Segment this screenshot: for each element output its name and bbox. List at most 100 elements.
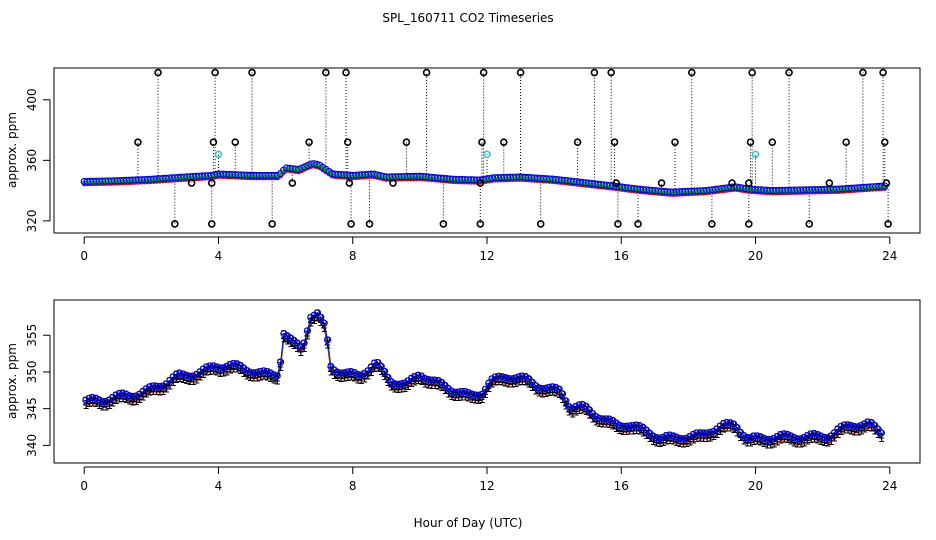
- series-marker-2: 2: [492, 371, 500, 385]
- series-marker-1: 1: [606, 417, 614, 431]
- series-marker-1: 1: [448, 389, 456, 403]
- outlier-point: [422, 68, 431, 77]
- series-marker-2: 2: [142, 383, 150, 397]
- series-marker-1: 1: [132, 394, 140, 408]
- series-marker-3: [461, 387, 469, 396]
- series-marker-3: [810, 430, 818, 438]
- series-marker-1: 1: [763, 437, 771, 451]
- bottom-y-axis-label: approx. ppm: [5, 343, 19, 419]
- series-marker-1: 1: [663, 434, 671, 448]
- series-marker-2: 2: [139, 386, 147, 400]
- outlier-point: [209, 138, 218, 146]
- series-marker-3: [431, 376, 439, 384]
- series-marker-1: 1: [646, 431, 654, 445]
- series-marker-1: 1: [656, 436, 664, 450]
- series-marker-2: 2: [559, 388, 567, 402]
- series-marker-1: 1: [629, 423, 637, 437]
- series-marker-2: 2: [106, 395, 114, 409]
- series-marker-1: 1: [337, 371, 345, 385]
- series-marker-1: 1: [851, 425, 859, 439]
- outlier-point: [478, 138, 486, 146]
- series-marker-1: 1: [542, 386, 550, 400]
- series-marker-1: 1: [109, 395, 117, 409]
- series-marker-2: 2: [619, 421, 627, 435]
- series-marker-1: 1: [787, 434, 795, 448]
- series-marker-3: [693, 429, 701, 437]
- series-marker-1: 1: [216, 366, 224, 380]
- series-marker-1: 1: [492, 375, 500, 389]
- series-marker-1: 1: [421, 376, 429, 390]
- x-tick-label: 12: [479, 479, 494, 493]
- series-marker-1: 1: [287, 336, 295, 350]
- series-marker-1: 1: [814, 432, 822, 446]
- series-marker-1: 1: [270, 373, 278, 387]
- series-marker-3: [632, 421, 640, 429]
- series-marker-1: 1: [300, 341, 308, 355]
- series-marker-3: [246, 368, 254, 376]
- series-marker-3: [216, 364, 224, 372]
- outlier-point: [842, 138, 850, 146]
- series-marker-1: 1: [602, 417, 610, 431]
- series-marker-3: [156, 382, 164, 391]
- outlier-point: [342, 68, 350, 77]
- series-marker-2: 2: [327, 361, 335, 375]
- series-marker-3: [481, 385, 489, 393]
- series-marker-1: 1: [267, 371, 275, 385]
- outlier-point: [288, 179, 297, 187]
- series-marker-2: 2: [341, 367, 349, 381]
- series-marker-2: 2: [200, 363, 208, 377]
- series-marker-3: [451, 388, 459, 396]
- series-marker-1: 1: [518, 374, 526, 388]
- series-marker-1: 1: [743, 435, 751, 449]
- series-marker-3: [226, 361, 234, 369]
- series-marker-1: 1: [193, 372, 201, 386]
- series-marker-3: [538, 385, 546, 393]
- series-marker-3: [558, 390, 567, 398]
- series-marker-3: [723, 418, 731, 427]
- series-marker-2: 2: [794, 433, 802, 447]
- series-marker-1: 1: [277, 360, 285, 374]
- series-marker-2: 2: [193, 369, 201, 383]
- series-marker-3: [555, 385, 563, 393]
- series-marker-3: [424, 375, 432, 384]
- series-marker-1: 1: [552, 385, 560, 399]
- series-marker-3: [595, 414, 604, 422]
- series-marker-1: 1: [804, 433, 812, 447]
- y-tick-label: 345: [25, 397, 39, 420]
- series-marker-3: [337, 369, 345, 377]
- series-marker-2: 2: [703, 428, 711, 442]
- outlier-point: [708, 220, 716, 228]
- series-marker-2: 2: [169, 371, 177, 385]
- series-marker-1: 1: [612, 421, 620, 435]
- series-marker-2: 2: [572, 401, 580, 415]
- outlier-point: [476, 179, 485, 187]
- outlier-point: [805, 220, 814, 228]
- series-marker-1: 1: [485, 381, 493, 395]
- outlier-point: [439, 220, 448, 228]
- series-marker-1: 1: [864, 420, 872, 434]
- series-marker-1: 1: [391, 382, 399, 396]
- series-marker-2: 2: [575, 399, 583, 413]
- top-panel: 0 4 8 12 16 20 24 320 360 400 approx. ppm: [5, 67, 921, 263]
- series-marker-3: [313, 309, 322, 317]
- series-marker-3: [508, 375, 516, 383]
- outlier-point: [365, 220, 374, 228]
- series-marker-2: 2: [878, 428, 886, 442]
- series-marker-1: 1: [126, 394, 134, 408]
- series-marker-1: 1: [435, 378, 443, 392]
- series-marker-1: 1: [351, 370, 359, 384]
- series-marker-3: [673, 433, 681, 441]
- series-marker-3: [377, 362, 385, 370]
- series-marker-1: 1: [455, 390, 463, 404]
- x-tick-label: 20: [748, 479, 763, 493]
- series-marker-3: [666, 431, 674, 439]
- series-marker-2: 2: [377, 361, 385, 375]
- outlier-point: [343, 138, 352, 146]
- series-marker-2: 2: [404, 375, 412, 389]
- series-marker-2: 2: [146, 381, 154, 395]
- series-marker-3: [478, 390, 486, 398]
- series-marker-3: [854, 423, 862, 431]
- series-marker-3: [783, 430, 792, 438]
- series-marker-1: 1: [203, 365, 211, 379]
- outlier-point: [880, 138, 889, 146]
